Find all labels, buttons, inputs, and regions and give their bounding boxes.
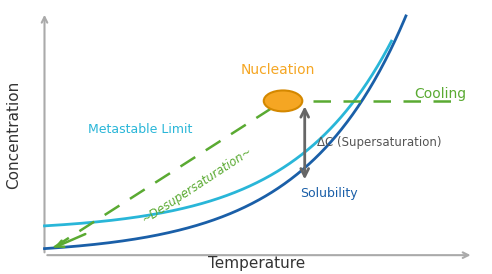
Text: Concentration: Concentration [6, 81, 21, 189]
Text: Solubility: Solubility [300, 187, 358, 200]
Text: Cooling: Cooling [414, 87, 466, 101]
Text: ΔC (Supersaturation): ΔC (Supersaturation) [317, 136, 441, 149]
Circle shape [264, 90, 302, 111]
Text: Metastable Limit: Metastable Limit [88, 123, 192, 136]
Text: Nucleation: Nucleation [241, 63, 315, 77]
Text: ~Desupersaturation~: ~Desupersaturation~ [140, 144, 255, 226]
Text: Temperature: Temperature [208, 256, 305, 271]
